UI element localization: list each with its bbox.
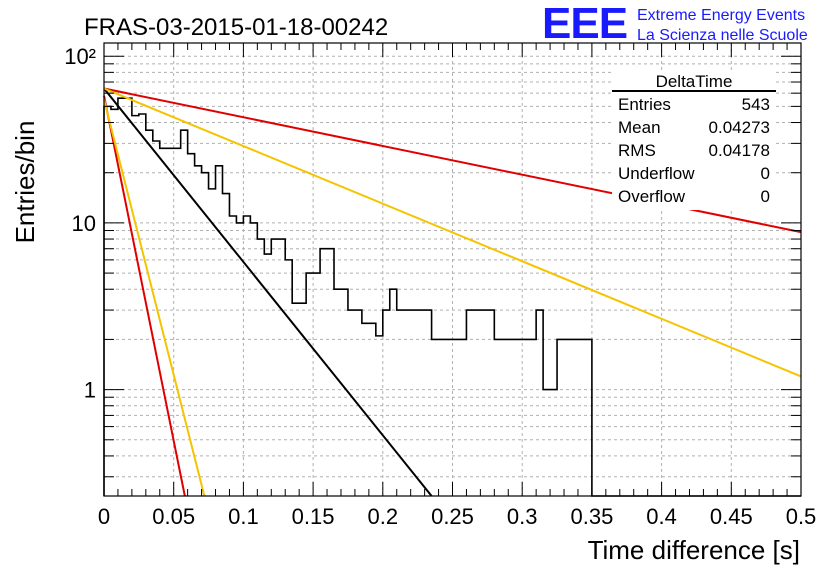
x-tick-label: 0.15 <box>292 504 335 529</box>
stats-mean-value: 0.04273 <box>709 118 770 137</box>
y-tick-label: 10² <box>64 44 96 69</box>
x-tick-label: 0 <box>98 504 110 529</box>
x-tick-label: 0.2 <box>368 504 399 529</box>
fit-line-2 <box>103 87 802 378</box>
stats-rms-label: RMS <box>618 141 656 160</box>
stats-overflow-value: 0 <box>761 187 770 206</box>
x-tick-label: 0.35 <box>570 504 613 529</box>
stats-box: DeltaTime Entries 543 Mean 0.04273 RMS 0… <box>612 70 776 210</box>
fit-line-3 <box>103 95 186 497</box>
stats-entries-value: 543 <box>742 95 770 114</box>
stats-overflow-label: Overflow <box>618 187 686 206</box>
x-tick-label: 0.1 <box>228 504 259 529</box>
y-tick-label: 1 <box>84 378 96 403</box>
x-tick-label: 0.25 <box>431 504 474 529</box>
run-title: FRAS-03-2015-01-18-00242 <box>84 14 388 41</box>
axis-ticks <box>103 43 802 496</box>
stats-underflow-label: Underflow <box>618 164 695 183</box>
fit-line-0 <box>103 87 433 497</box>
x-tick-label: 0.05 <box>152 504 195 529</box>
y-axis-label: Entries/bin <box>10 121 40 244</box>
fit-line-4 <box>103 99 206 497</box>
y-tick-label: 10 <box>72 211 96 236</box>
eee-logo-line1: Extreme Energy Events <box>637 7 805 24</box>
x-tick-labels: 0 0.05 0.1 0.15 0.2 0.25 0.3 0.35 0.4 0.45 0.5 <box>98 504 816 529</box>
y-tick-labels: 1 10 10² <box>64 44 96 402</box>
eee-logo: EEE <box>542 0 627 48</box>
stats-entries-label: Entries <box>618 95 671 114</box>
stats-underflow-value: 0 <box>761 164 770 183</box>
x-tick-label: 0.3 <box>507 504 538 529</box>
x-axis-label: Time difference [s] <box>588 535 800 565</box>
x-tick-label: 0.45 <box>710 504 753 529</box>
grid-lines <box>103 43 802 496</box>
stats-rms-value: 0.04178 <box>709 141 770 160</box>
x-tick-label: 0.5 <box>786 504 817 529</box>
eee-logo-line2: La Scienza nelle Scuole <box>637 27 808 44</box>
stats-title: DeltaTime <box>656 72 733 91</box>
x-tick-label: 0.4 <box>646 504 677 529</box>
stats-mean-label: Mean <box>618 118 661 137</box>
